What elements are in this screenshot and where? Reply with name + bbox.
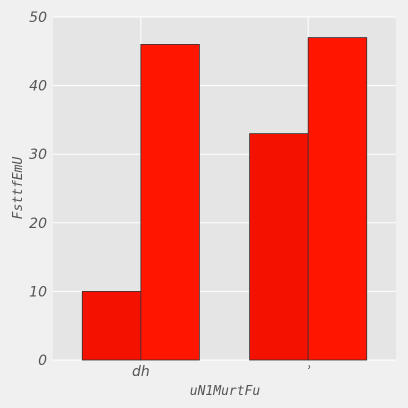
bars xyxy=(81,37,368,361)
y-tick-label: 40 xyxy=(29,79,47,95)
y-tick-label: 50 xyxy=(29,10,47,26)
y-axis-ticks: 0 10 20 30 40 50 xyxy=(29,10,47,369)
x-axis-label: uN1MurtFu xyxy=(190,384,261,399)
y-tick-label: 20 xyxy=(29,216,47,232)
y-tick-label: 10 xyxy=(29,284,47,300)
x-axis-ticks: dh ʾ xyxy=(132,364,311,380)
bar xyxy=(81,290,142,361)
y-axis-label: FsttfEmU xyxy=(11,157,26,220)
y-tick-label: 30 xyxy=(29,147,47,163)
x-tick-label: ʾ xyxy=(306,364,311,380)
bar xyxy=(140,44,200,361)
x-tick-label: dh xyxy=(132,364,150,380)
y-tick-label: 0 xyxy=(38,353,47,369)
bar xyxy=(307,37,368,361)
bar xyxy=(249,133,309,361)
